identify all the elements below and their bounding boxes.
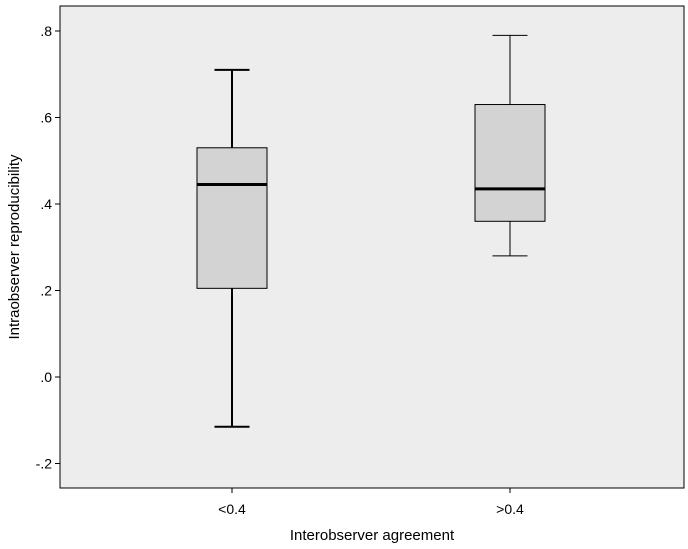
y-tick-label: -.2: [36, 456, 53, 472]
x-tick-label: >0.4: [496, 501, 524, 517]
y-tick-label: .6: [40, 110, 52, 126]
plot-area: [59, 5, 685, 489]
box-low: [196, 68, 268, 428]
y-tick-label: .2: [40, 283, 52, 299]
x-tick-label: <0.4: [218, 501, 246, 517]
y-axis-title: Intraobserver reproducibility: [6, 154, 23, 340]
y-axis-ticks: -.2 .0 .2 .4 .6 .8: [36, 23, 60, 472]
boxes: [196, 34, 546, 428]
y-tick-label: .0: [40, 369, 52, 385]
y-tick-label: .8: [40, 23, 52, 39]
x-axis-ticks: <0.4 >0.4: [218, 488, 524, 517]
y-tick-label: .4: [40, 196, 52, 212]
x-axis-title: Interobserver agreement: [290, 527, 455, 544]
iqr-box: [474, 104, 546, 222]
box-high: [474, 34, 546, 257]
iqr-box: [196, 147, 268, 289]
